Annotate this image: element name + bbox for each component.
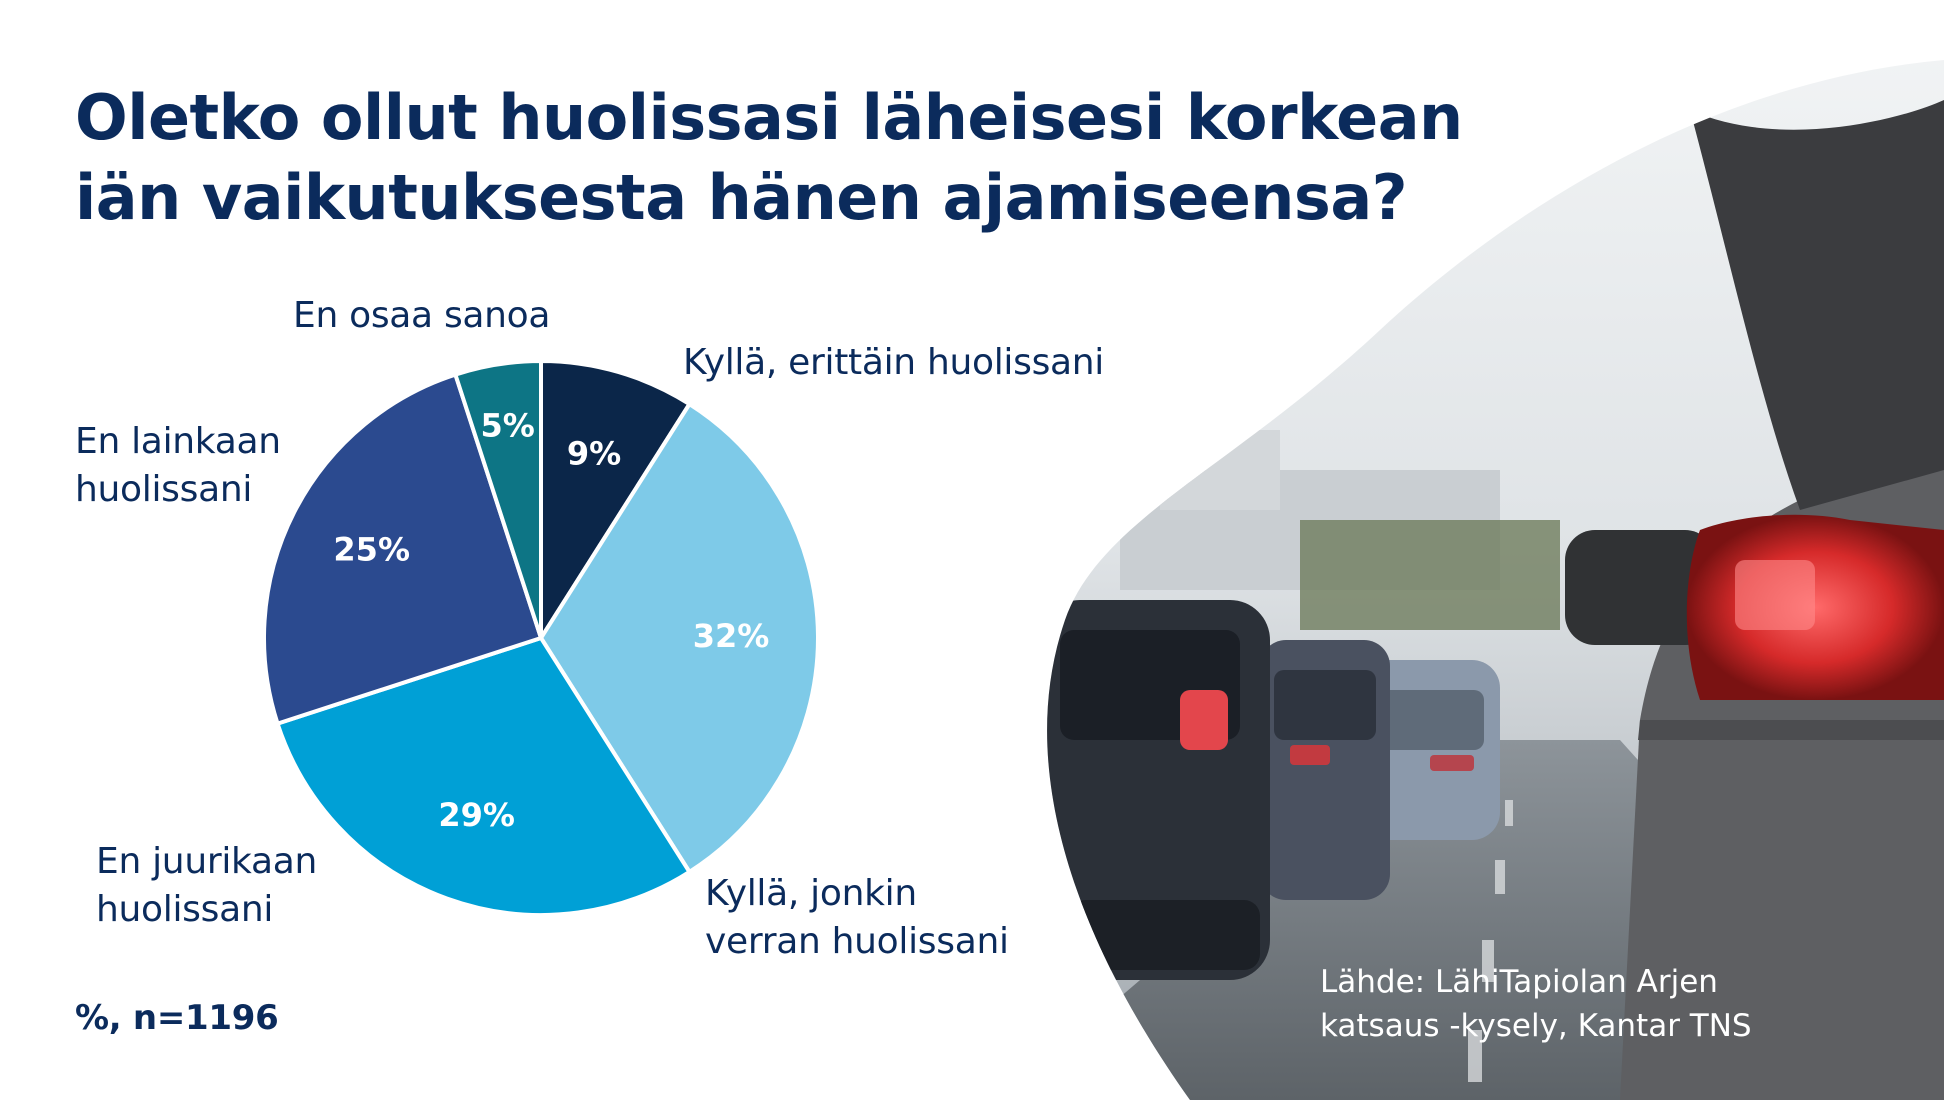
pie-value-label-1: 32% bbox=[693, 617, 770, 655]
pie-slice-1 bbox=[539, 402, 820, 874]
label-en-osaa-sanoa: En osaa sanoa bbox=[293, 295, 551, 336]
label-kylla-jonkin-verran: Kyllä, jonkin verran huolissani bbox=[705, 873, 1009, 962]
pie-value-label-0: 9% bbox=[567, 435, 621, 473]
chart-title: Oletko ollut huolissasi läheisesi korkea… bbox=[75, 78, 1463, 238]
label-en-juurikaan: En juurikaan huolissani bbox=[96, 841, 317, 930]
label-en-lainkaan: En lainkaan huolissani bbox=[75, 421, 281, 510]
pie-value-label-4: 5% bbox=[480, 406, 534, 444]
pie-value-label-2: 29% bbox=[438, 796, 515, 834]
title-line-2: iän vaikutuksesta hänen ajamiseensa? bbox=[75, 161, 1408, 234]
pie-slice-3 bbox=[262, 372, 543, 726]
source-note: Lähde: LähiTapiolan Arjen katsaus -kysel… bbox=[1320, 964, 1752, 1044]
pie-slice-4 bbox=[453, 359, 543, 640]
pie-value-label-3: 25% bbox=[333, 531, 410, 569]
sample-size-note: %, n=1196 bbox=[75, 998, 279, 1038]
label-kylla-erittain: Kyllä, erittäin huolissani bbox=[683, 342, 1105, 383]
pie-slice-2 bbox=[275, 636, 692, 917]
pie-slice-0 bbox=[539, 359, 692, 640]
title-line-1: Oletko ollut huolissasi läheisesi korkea… bbox=[75, 81, 1463, 154]
